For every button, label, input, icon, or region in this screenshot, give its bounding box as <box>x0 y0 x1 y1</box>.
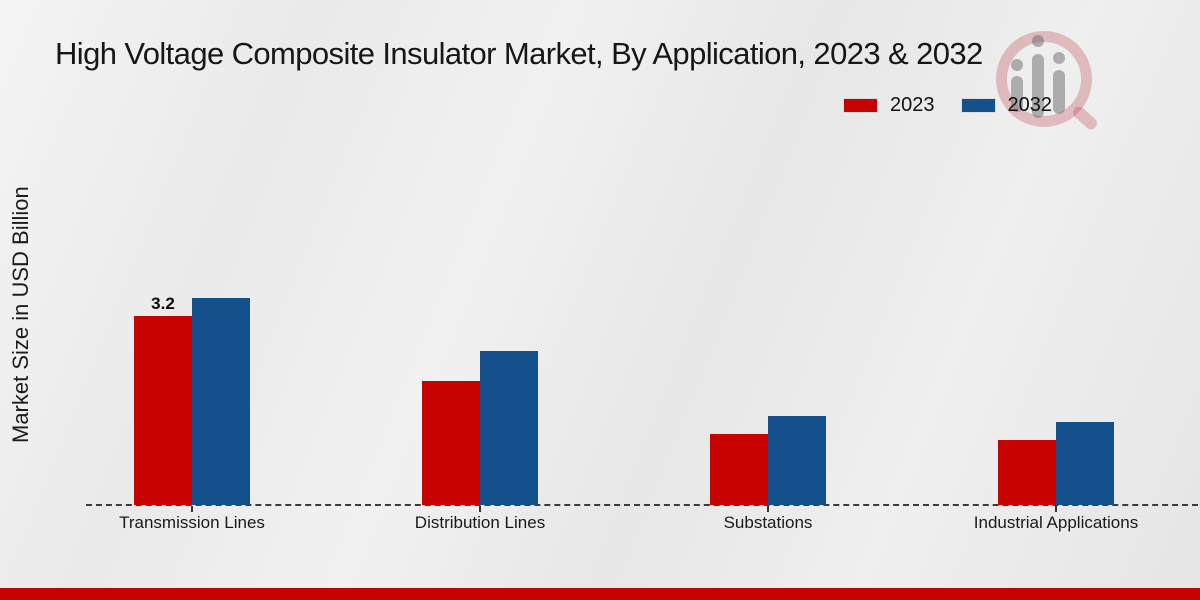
bar-2023-substations <box>710 434 768 505</box>
bar-2032-transmission-lines <box>192 298 250 505</box>
logo-dot-icon <box>1011 59 1023 71</box>
bar-2032-distribution-lines <box>480 351 538 505</box>
legend-swatch-icon <box>960 98 996 113</box>
x-axis-tick <box>191 506 193 512</box>
category-label: Distribution Lines <box>414 513 546 532</box>
bar-2032-substations <box>768 416 826 505</box>
legend-label: 2023 <box>890 94 935 116</box>
logo-ring-tail <box>1070 104 1100 132</box>
x-axis-tick <box>767 506 769 512</box>
y-axis-label: Market Size in USD Billion <box>8 186 33 444</box>
bar-value-label: 3.2 <box>151 294 175 313</box>
bar-2023-transmission-lines <box>134 316 192 505</box>
bar-2032-industrial-applications <box>1056 422 1114 505</box>
legend-item-2023: 2023 <box>843 94 935 117</box>
logo-bar-icon <box>1032 54 1044 118</box>
x-axis-baseline <box>86 504 1198 506</box>
logo-bar-icon <box>1011 76 1023 112</box>
logo-dot-icon <box>1032 35 1044 47</box>
category-label: Industrial Applications <box>973 513 1139 532</box>
logo-bar-icon <box>1053 70 1065 114</box>
x-axis-tick <box>1055 506 1057 512</box>
logo-dot-icon <box>1053 52 1065 64</box>
category-label: Substations <box>723 513 813 532</box>
logo-ring-icon <box>996 31 1092 127</box>
x-axis-tick <box>479 506 481 512</box>
bar-2023-distribution-lines <box>422 381 480 505</box>
legend-item-2032: 2032 <box>960 94 1053 117</box>
legend-swatch-icon <box>843 98 878 113</box>
legend: 2023 2032 <box>843 94 1052 117</box>
category-label: Transmission Lines <box>119 513 265 532</box>
page-title: High Voltage Composite Insulator Market,… <box>55 36 983 71</box>
mrfr-logo-watermark-icon <box>993 24 1100 136</box>
footer-band <box>0 588 1200 600</box>
legend-label: 2032 <box>1007 94 1053 116</box>
bar-2023-industrial-applications <box>998 440 1056 505</box>
